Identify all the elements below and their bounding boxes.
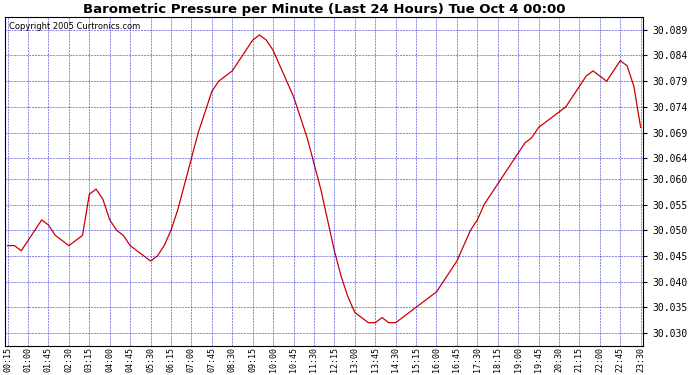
Text: Copyright 2005 Curtronics.com: Copyright 2005 Curtronics.com — [8, 22, 140, 31]
Title: Barometric Pressure per Minute (Last 24 Hours) Tue Oct 4 00:00: Barometric Pressure per Minute (Last 24 … — [83, 3, 565, 16]
